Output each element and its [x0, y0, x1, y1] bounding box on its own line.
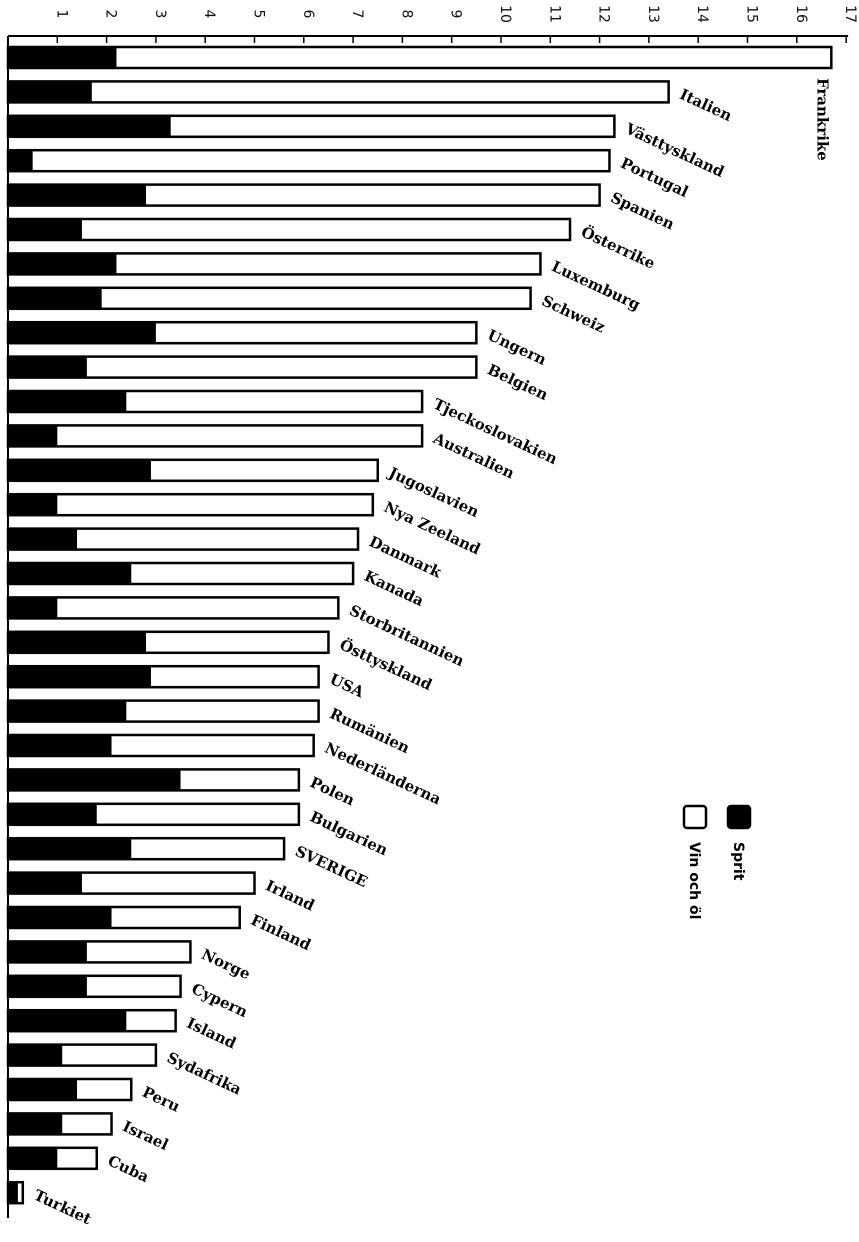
bar-sprit: [8, 975, 87, 997]
bar-sprit: [8, 1010, 127, 1032]
country-label: Schweiz: [539, 292, 608, 337]
bar-sprit: [8, 1044, 63, 1066]
legend-swatch: [726, 804, 752, 830]
tick-label: 3: [152, 10, 168, 19]
bar-total: [6, 217, 572, 242]
legend: Sprit Vin och öl: [682, 804, 752, 919]
tick-label: 15: [744, 5, 760, 23]
bar-sprit: [8, 838, 132, 860]
tick-label: 4: [201, 10, 217, 19]
bar-sprit: [8, 631, 147, 653]
bar-sprit: [8, 1079, 78, 1100]
tick-label: 11: [546, 5, 562, 23]
country-label: Spanien: [608, 188, 677, 233]
bar-sprit: [8, 494, 58, 516]
bar-sprit: [8, 184, 147, 206]
bar-sprit: [8, 1147, 58, 1169]
tick-label: 13: [645, 5, 661, 23]
bar-sprit: [8, 253, 117, 275]
bar-sprit: [8, 356, 87, 378]
bar-total: [6, 424, 424, 448]
tick-label: 5: [251, 10, 267, 19]
bar-sprit: [8, 769, 181, 791]
bar-sprit: [8, 700, 127, 722]
bar-sprit: [8, 563, 132, 584]
country-label: Irland: [263, 876, 318, 914]
tick-label: 16: [793, 5, 809, 23]
tick-label: 9: [448, 10, 464, 19]
bar-sprit: [8, 941, 87, 963]
bar-sprit: [8, 47, 117, 68]
bar-total: [6, 80, 670, 104]
bar-sprit: [8, 425, 58, 447]
bars: [6, 45, 833, 1205]
bar-sprit: [8, 287, 102, 309]
bar-sprit: [8, 81, 92, 103]
bar-sprit: [8, 115, 171, 137]
bar-total: [6, 148, 611, 173]
bar-sprit: [8, 459, 151, 481]
country-label: Peru: [140, 1083, 183, 1116]
tick-label: 10: [497, 5, 513, 23]
country-label: SVERIGE: [292, 842, 370, 891]
bar-sprit: [8, 907, 112, 928]
country-label: USA: [327, 670, 367, 701]
bar-sprit: [8, 391, 127, 412]
bar-sprit: [8, 803, 97, 825]
tick-label: 12: [596, 5, 612, 23]
country-label: Sydafrika: [164, 1048, 244, 1098]
bar-sprit: [8, 666, 151, 688]
bar-sprit: [8, 219, 82, 240]
tick-label: 2: [103, 10, 119, 19]
country-label: Island: [184, 1014, 239, 1053]
legend-swatch: [682, 804, 708, 830]
bar-sprit: [8, 322, 156, 344]
country-label: Österrike: [578, 222, 658, 273]
tick-label: 1: [53, 10, 69, 19]
bar-sprit: [8, 872, 82, 894]
bar-sprit: [8, 597, 58, 619]
tick-label: 17: [842, 5, 858, 23]
tick-label: 8: [398, 10, 414, 19]
country-label: Norge: [199, 945, 253, 983]
bar-total: [6, 596, 340, 620]
tick-label: 7: [349, 10, 365, 19]
country-label: Finland: [248, 911, 314, 955]
country-label: Turkiet: [31, 1186, 94, 1228]
country-label: Israel: [120, 1117, 172, 1154]
country-label: Cuba: [105, 1152, 152, 1187]
country-label: Italien: [677, 85, 735, 125]
country-label: Cypern: [189, 980, 251, 1021]
legend-label: Vin och öl: [686, 842, 702, 919]
bar-sprit: [8, 735, 112, 756]
country-label: Polen: [307, 773, 357, 809]
bar-total: [6, 492, 375, 517]
tick-label: 6: [300, 10, 316, 19]
tick-label: 14: [694, 5, 710, 23]
bar-total: [6, 45, 833, 70]
bar-sprit: [8, 1113, 63, 1135]
country-label: Kanada: [361, 567, 426, 610]
bar-sprit: [8, 150, 33, 172]
legend-label: Sprit: [730, 842, 746, 881]
bar-sprit: [8, 1182, 18, 1204]
bar-sprit: [8, 528, 78, 550]
country-label: Frankrike: [813, 78, 831, 161]
